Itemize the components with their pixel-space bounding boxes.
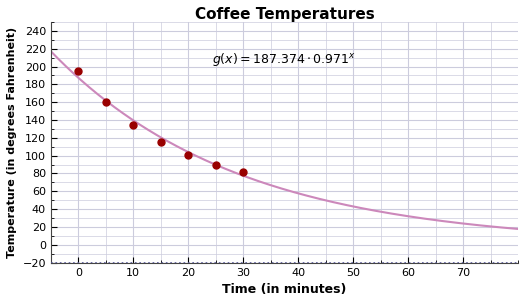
Point: [74, 68, 82, 73]
Text: $g(x) = 187.374 \cdot 0.971^x$: $g(x) = 187.374 \cdot 0.971^x$: [213, 51, 356, 68]
X-axis label: Time (in minutes): Time (in minutes): [222, 283, 346, 296]
Title: Coffee Temperatures: Coffee Temperatures: [195, 7, 374, 22]
Point: [129, 123, 138, 128]
Point: [184, 152, 193, 157]
Point: [212, 162, 220, 167]
Y-axis label: Temperature (in degrees Fahrenheit): Temperature (in degrees Fahrenheit): [7, 27, 17, 258]
Point: [156, 140, 165, 145]
Point: [102, 100, 110, 105]
Point: [239, 169, 247, 174]
